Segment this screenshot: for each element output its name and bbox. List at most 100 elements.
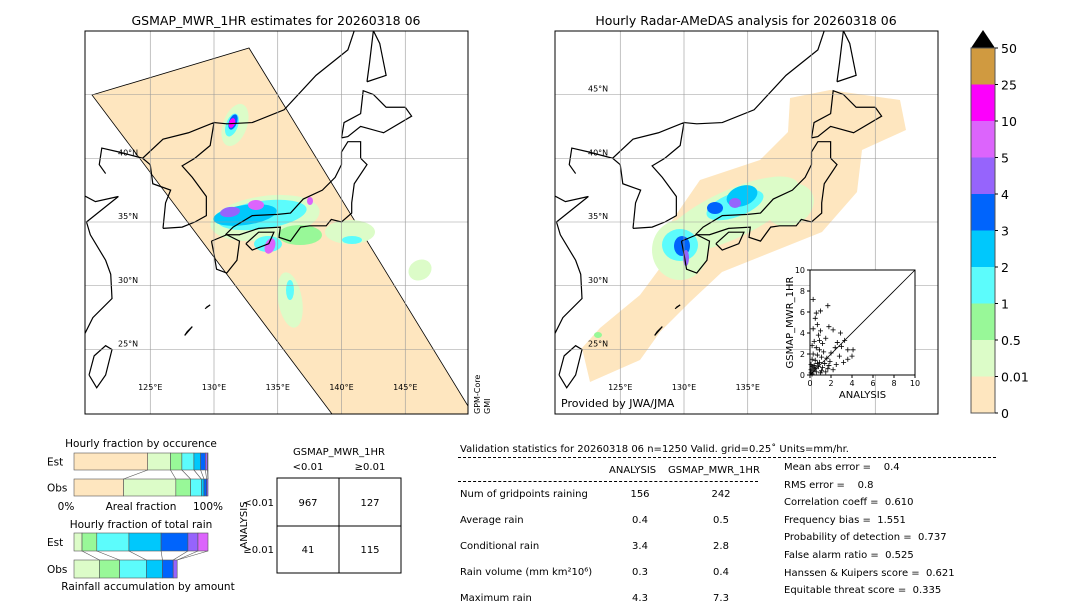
scatter-point xyxy=(812,357,818,363)
rain-area xyxy=(264,238,276,254)
coastline xyxy=(340,89,413,139)
x-tick-label: 2 xyxy=(828,379,833,388)
scatter-point xyxy=(810,326,816,332)
coastline xyxy=(85,195,119,335)
connector-line xyxy=(123,469,148,480)
lon-label: 140°E xyxy=(329,383,353,392)
left-map-title: GSMAP_MWR_1HR estimates for 20260318 06 xyxy=(132,13,421,28)
score-item: Mean abs error = 0.4 xyxy=(784,462,900,473)
y-tick-label: 8 xyxy=(800,287,805,296)
coastline xyxy=(88,344,113,389)
connector-line xyxy=(177,550,199,561)
bar-segment xyxy=(206,478,209,497)
scatter-point xyxy=(845,356,851,362)
colorbar-tick-label: 4 xyxy=(1001,187,1009,202)
colorbar-segment xyxy=(971,376,995,413)
colorbar-segment xyxy=(971,194,995,231)
bar-segment xyxy=(175,478,191,497)
scatter-point xyxy=(849,353,855,359)
stat-analysis-value: 0.4 xyxy=(632,515,648,526)
scatter-point xyxy=(816,337,822,343)
stat-analysis-value: 4.3 xyxy=(632,593,648,604)
connector-line xyxy=(160,550,163,561)
right-map-title: Hourly Radar-AMeDAS analysis for 2026031… xyxy=(595,13,896,28)
connector-line xyxy=(177,550,209,561)
lat-label: 25°N xyxy=(588,340,608,349)
bar-segment xyxy=(146,559,163,579)
table-cell: 127 xyxy=(360,498,379,509)
colorbar-segment xyxy=(971,121,995,158)
scatter-point xyxy=(809,343,815,349)
rain-area xyxy=(594,332,602,338)
scatter-point xyxy=(813,369,819,375)
stats-col-gsmap: GSMAP_MWR_1HR xyxy=(668,465,760,476)
stat-row-label: Maximum rain xyxy=(460,593,532,604)
scatter-point xyxy=(850,347,856,353)
colorbar-tick-label: 0.5 xyxy=(1001,333,1021,348)
colorbar-segment xyxy=(971,230,995,267)
bar-segment xyxy=(119,559,147,579)
lon-label: 135°E xyxy=(736,383,760,392)
scatter-point xyxy=(842,337,848,343)
coastline xyxy=(210,234,241,274)
scatter-point xyxy=(825,303,831,309)
lat-label: 25°N xyxy=(118,340,138,349)
bar-segment xyxy=(96,532,130,552)
bar-segment xyxy=(162,559,174,579)
bar-segment xyxy=(205,452,208,471)
scatter-point xyxy=(810,351,816,357)
colorbar-extend-triangle xyxy=(971,30,995,48)
connector-line xyxy=(200,469,205,480)
connector-line xyxy=(96,550,120,561)
bar-segment xyxy=(99,559,120,579)
table-cell: 41 xyxy=(302,545,315,556)
contingency-table: GSMAP_MWR_1HR <0.01 ≥0.01 967 127 41 115 <0.01 ≥… xyxy=(239,447,402,574)
scatter-point xyxy=(808,370,814,376)
coastline xyxy=(366,31,387,83)
colorbar-tick-label: 1 xyxy=(1001,297,1009,312)
bar-segment xyxy=(73,532,83,552)
bar-segment xyxy=(207,452,209,471)
stat-gsmap-value: 2.8 xyxy=(713,541,729,552)
x-min-label: 0% xyxy=(58,501,75,513)
lat-label: 45°N xyxy=(588,85,608,94)
divider xyxy=(458,481,758,482)
bar-axis-label: Areal fraction xyxy=(106,501,177,513)
lon-label: 130°E xyxy=(672,383,696,392)
scatter-point xyxy=(813,345,819,351)
stat-row-label: Average rain xyxy=(460,515,524,526)
analysis-domain xyxy=(582,90,906,382)
x-tick-label: 10 xyxy=(910,379,920,388)
lat-label: 40°N xyxy=(588,148,608,157)
bar-category-label: Obs xyxy=(47,483,67,495)
coastline xyxy=(558,344,583,389)
coastline xyxy=(715,231,745,251)
rain-area xyxy=(729,198,741,208)
scatter-point xyxy=(823,335,829,341)
scatter-point xyxy=(810,296,816,302)
coastline xyxy=(680,234,711,274)
colorbar-segment xyxy=(971,267,995,304)
col-label: <0.01 xyxy=(293,462,324,473)
scatter-point xyxy=(815,332,821,338)
rain-area xyxy=(220,206,240,218)
bar-segment xyxy=(197,532,209,552)
scatter-point xyxy=(820,365,826,371)
y-axis-label: GSMAP_MWR_1HR xyxy=(785,277,796,369)
map-frame xyxy=(84,30,469,415)
stat-gsmap-value: 0.4 xyxy=(713,567,729,578)
score-item: False alarm ratio = 0.525 xyxy=(784,550,914,561)
stat-analysis-value: 156 xyxy=(630,489,650,500)
lon-label: 130°E xyxy=(202,383,226,392)
bar-segment xyxy=(200,452,206,471)
lat-label: 35°N xyxy=(118,212,138,221)
connector-line xyxy=(170,469,177,480)
bar-segment xyxy=(147,452,171,471)
coastline xyxy=(245,231,275,251)
table-cell: 967 xyxy=(298,498,317,509)
bar-segment xyxy=(193,452,201,471)
coastline xyxy=(674,304,681,310)
colorbar-tick-label: 5 xyxy=(1001,151,1009,166)
scatter-point xyxy=(824,355,830,361)
bar-segment xyxy=(170,452,183,471)
